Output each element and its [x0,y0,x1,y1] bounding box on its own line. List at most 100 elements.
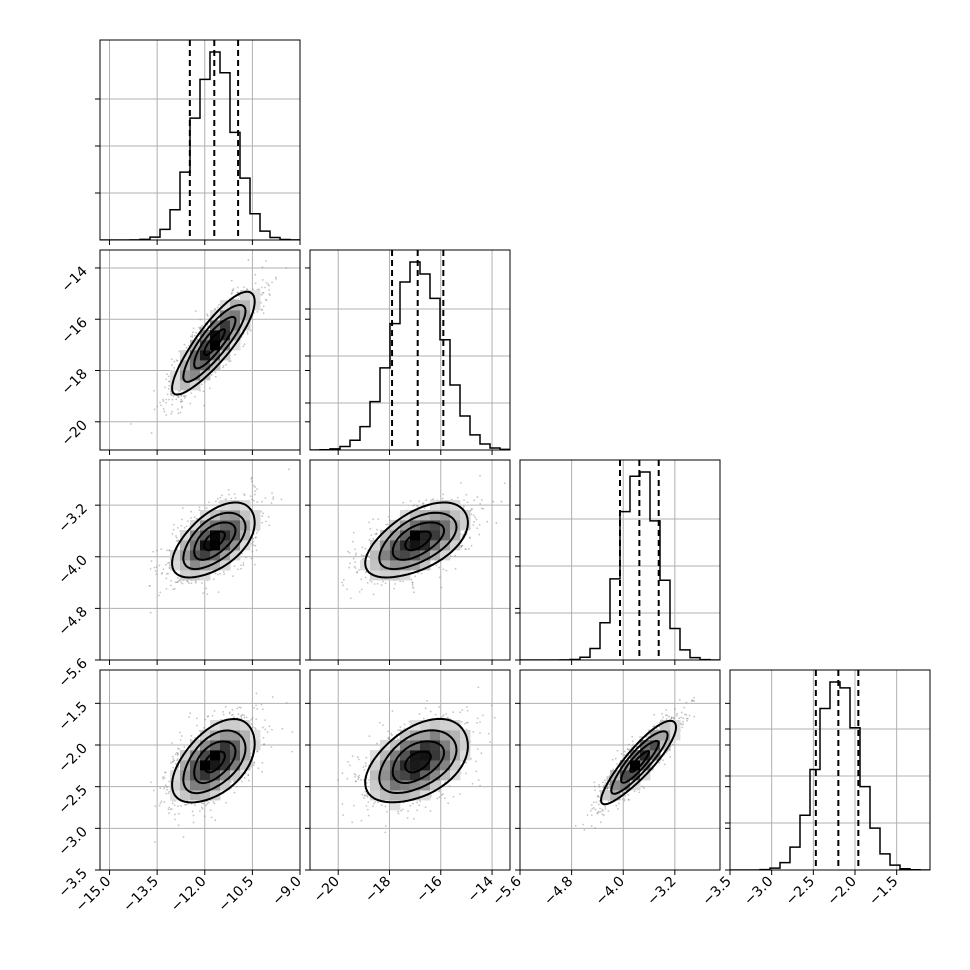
sample-point [362,766,365,768]
sample-point [442,493,444,496]
x-tick-label: −10.5 [216,874,258,916]
sample-point [411,583,414,586]
sample-point [673,708,676,710]
sample-point [250,480,253,483]
sample-point [190,734,193,737]
sample-point [251,726,254,729]
sample-point [364,794,367,797]
density-cell [430,760,441,771]
sample-point [186,580,189,583]
sample-point [177,747,179,750]
density-cell [240,760,251,771]
sample-point [171,533,174,535]
density-cell [230,510,241,521]
sample-point [268,289,271,292]
sample-point [194,737,196,739]
sample-point [362,554,365,557]
sample-point [372,805,374,808]
sample-point [452,711,455,714]
sample-point [240,717,243,720]
sample-point [362,557,365,560]
sample-point [188,716,191,719]
density-cell [400,560,411,571]
sample-point [402,501,405,504]
sample-point [440,586,443,589]
sample-point [261,521,264,524]
sample-point [162,777,165,780]
sample-point [200,806,203,809]
density-cell [210,770,221,781]
sample-point [633,790,636,793]
sample-point [451,498,453,501]
sample-point [472,524,475,526]
density-cell [620,770,631,781]
sample-point [176,359,179,362]
sample-point [682,720,684,723]
contour-line [404,530,432,552]
sample-point [586,814,589,817]
density-cell [460,510,471,521]
sample-point [188,344,190,347]
sample-point [252,484,255,487]
density-cell [230,720,241,731]
sample-point [413,504,416,506]
density-cell [390,530,401,541]
sample-point [173,759,176,762]
density-cell [410,750,421,761]
sample-point [420,572,423,575]
sample-point [471,508,474,510]
sample-point [628,748,631,751]
sample-point [665,708,668,711]
sample-point [366,808,369,811]
sample-point [181,507,184,509]
sample-point [236,568,239,571]
sample-point [399,726,402,728]
sample-point [214,500,217,503]
sample-point [515,716,517,718]
sample-point [230,714,233,716]
sample-point [195,580,197,583]
sample-point [631,735,634,738]
density-cell [210,780,221,791]
sample-point [682,723,684,726]
sample-point [179,411,182,414]
sample-point [675,714,678,717]
y-tick-label: −16 [59,315,91,347]
sample-point [376,528,378,531]
sample-point [463,499,465,502]
sample-point [249,495,252,498]
sample-point [175,398,178,401]
sample-point [177,824,180,827]
sample-point [167,808,170,811]
sample-point [628,798,630,801]
sample-point [153,841,156,843]
sample-point [237,297,240,300]
density-cell [200,370,211,381]
sample-point [421,502,424,504]
sample-point [461,544,464,547]
y-tick-label: −1.5 [55,699,90,734]
sample-point [452,795,455,798]
sample-point [604,808,607,810]
sample-point [168,561,171,564]
panel-content [730,670,930,870]
sample-point [373,802,375,805]
density-cell [450,540,461,551]
sample-point [264,286,266,289]
sample-point [440,794,443,796]
density-cell [610,780,621,791]
sample-point [162,400,165,403]
sample-point [165,378,168,381]
sample-point [178,748,180,751]
sample-point [186,520,189,523]
sample-point [469,537,471,539]
density-cell [200,560,211,571]
sample-point [487,732,490,735]
x-tick-label: −13.5 [120,874,162,916]
sample-point [641,785,644,788]
sample-point [176,758,179,760]
sample-point [429,710,432,713]
sample-point [364,790,367,793]
sample-point [262,736,265,739]
density-cell [400,520,411,531]
